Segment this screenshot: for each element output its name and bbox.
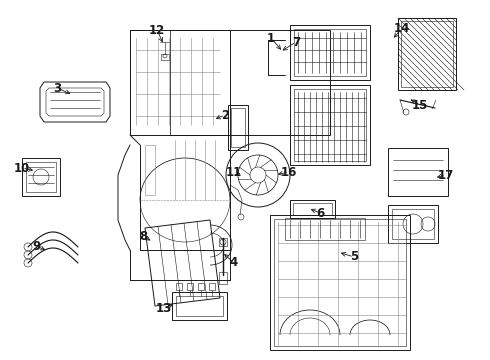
Bar bbox=[285, 218, 365, 240]
Text: 12: 12 bbox=[149, 23, 165, 36]
Bar bbox=[22, 158, 60, 196]
Text: 6: 6 bbox=[316, 207, 324, 220]
Text: 15: 15 bbox=[412, 99, 428, 112]
Text: 5: 5 bbox=[350, 251, 358, 264]
Text: 16: 16 bbox=[281, 166, 297, 179]
Text: 11: 11 bbox=[226, 166, 242, 179]
Bar bbox=[388, 205, 438, 243]
Text: 8: 8 bbox=[139, 230, 147, 243]
Bar bbox=[209, 283, 215, 290]
Bar bbox=[176, 283, 182, 290]
Text: 9: 9 bbox=[32, 239, 40, 252]
Bar bbox=[219, 238, 227, 246]
Bar bbox=[392, 209, 434, 239]
Bar bbox=[130, 30, 330, 135]
Bar bbox=[172, 292, 227, 320]
Bar bbox=[290, 200, 335, 218]
Text: 10: 10 bbox=[14, 162, 30, 175]
Bar bbox=[290, 25, 370, 80]
Text: 13: 13 bbox=[156, 302, 172, 315]
Bar bbox=[398, 18, 456, 90]
Bar bbox=[290, 85, 370, 165]
Text: 3: 3 bbox=[53, 81, 61, 95]
Bar bbox=[198, 283, 204, 290]
Bar bbox=[293, 203, 332, 215]
Text: 17: 17 bbox=[438, 168, 454, 181]
Bar bbox=[231, 108, 245, 147]
Bar bbox=[388, 148, 448, 196]
Bar bbox=[270, 215, 410, 350]
Bar bbox=[228, 105, 248, 150]
Bar bbox=[294, 29, 366, 76]
Text: 7: 7 bbox=[292, 36, 300, 49]
Text: 2: 2 bbox=[221, 108, 229, 122]
Bar bbox=[187, 283, 193, 290]
Bar bbox=[274, 219, 406, 346]
Text: 14: 14 bbox=[394, 22, 410, 35]
Bar bbox=[401, 21, 453, 87]
Bar bbox=[176, 296, 223, 316]
Bar bbox=[294, 89, 366, 161]
Bar bbox=[219, 272, 227, 284]
Text: 4: 4 bbox=[230, 256, 238, 270]
Text: 1: 1 bbox=[267, 32, 275, 45]
Bar bbox=[26, 162, 56, 192]
